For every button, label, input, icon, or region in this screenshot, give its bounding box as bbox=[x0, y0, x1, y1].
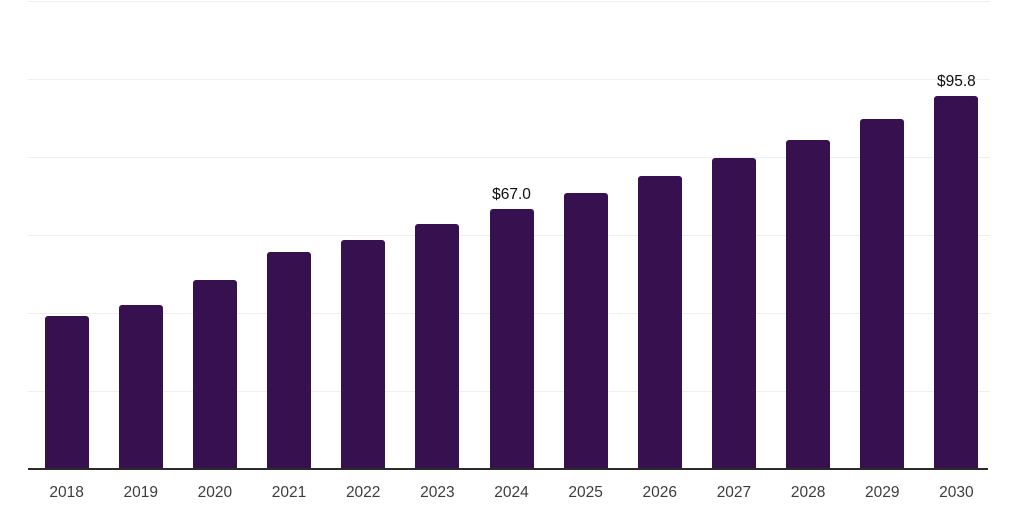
plot-area: $67.0 $95.8 bbox=[28, 1, 990, 470]
bar-2030 bbox=[934, 96, 979, 470]
x-tick-label-2023: 2023 bbox=[420, 484, 455, 501]
x-tick-label-2021: 2021 bbox=[271, 484, 307, 501]
bar-2025 bbox=[563, 193, 608, 470]
bar-2028 bbox=[786, 140, 831, 470]
x-tick-label-2020: 2020 bbox=[197, 484, 233, 501]
x-tick-label-2027: 2027 bbox=[716, 484, 752, 501]
gridline-80 bbox=[28, 157, 990, 158]
bar-2026 bbox=[637, 175, 682, 470]
x-tick-label-2022: 2022 bbox=[345, 484, 381, 501]
bar-2021 bbox=[267, 251, 312, 470]
x-tick-label-2019: 2019 bbox=[123, 484, 158, 501]
x-tick-label-2029: 2029 bbox=[865, 484, 900, 501]
gridline-100 bbox=[28, 79, 990, 80]
x-tick-label-2018: 2018 bbox=[49, 484, 84, 501]
x-tick-label-2028: 2028 bbox=[790, 484, 826, 501]
x-tick-label-2030: 2030 bbox=[939, 484, 974, 501]
gridline-120 bbox=[28, 1, 990, 2]
data-label-2024: $67.0 bbox=[492, 185, 531, 203]
bar-2019 bbox=[118, 305, 163, 470]
bar-2029 bbox=[860, 118, 905, 470]
bar-2018 bbox=[44, 316, 89, 470]
bar-2023 bbox=[415, 224, 460, 470]
bar-2022 bbox=[341, 239, 386, 470]
x-axis-line bbox=[28, 468, 988, 470]
bar-2024 bbox=[489, 208, 534, 470]
x-tick-label-2025: 2025 bbox=[568, 484, 603, 501]
data-label-2030: $95.8 bbox=[936, 73, 976, 91]
bar-2020 bbox=[192, 279, 237, 470]
x-tick-label-2024: 2024 bbox=[494, 484, 529, 501]
bar-2027 bbox=[711, 158, 756, 470]
x-tick-label-2026: 2026 bbox=[642, 484, 678, 501]
